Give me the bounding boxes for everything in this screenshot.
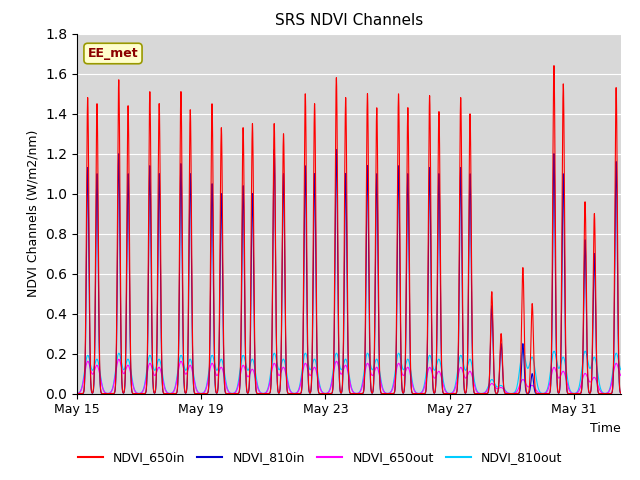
Y-axis label: NDVI Channels (W/m2/nm): NDVI Channels (W/m2/nm) xyxy=(26,130,40,297)
X-axis label: Time: Time xyxy=(590,422,621,435)
Legend: NDVI_650in, NDVI_810in, NDVI_650out, NDVI_810out: NDVI_650in, NDVI_810in, NDVI_650out, NDV… xyxy=(72,446,568,469)
Title: SRS NDVI Channels: SRS NDVI Channels xyxy=(275,13,423,28)
Text: EE_met: EE_met xyxy=(88,47,138,60)
